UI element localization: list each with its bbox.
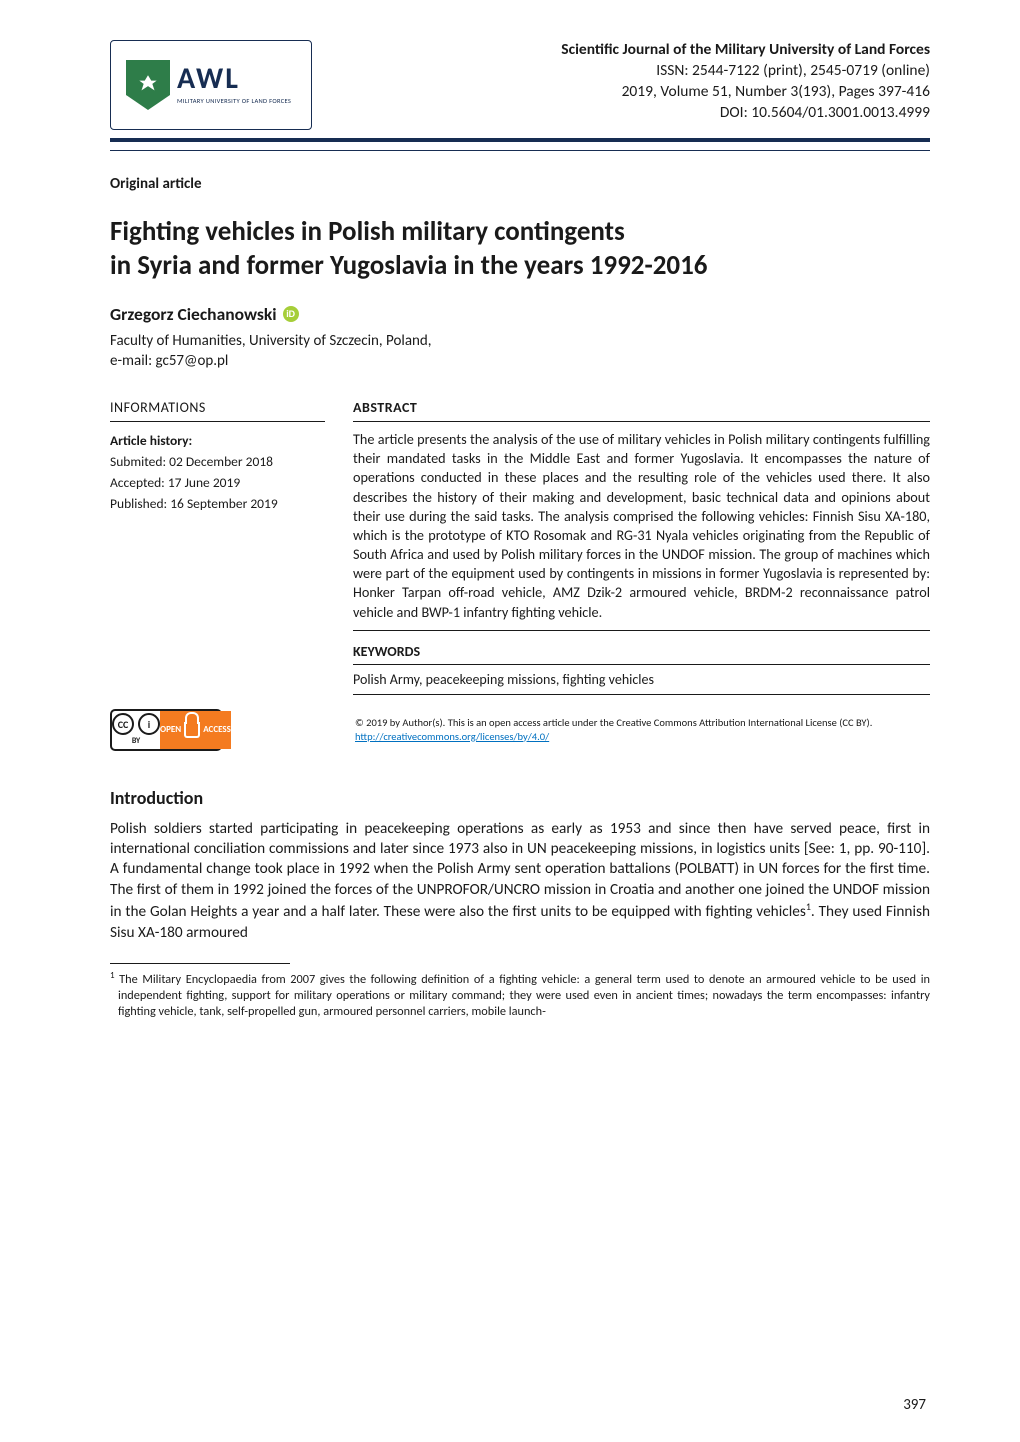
footnote-rule: [110, 963, 290, 964]
author-affiliation: Faculty of Humanities, University of Szc…: [110, 331, 930, 372]
article-history-head: Article history:: [110, 432, 325, 449]
informations-head: INFORMATIONS: [110, 399, 325, 421]
open-access-badge: OPEN ACCESS: [160, 711, 231, 749]
author-row: Grzegorz Ciechanowski iD: [110, 303, 930, 325]
eagle-icon: [135, 72, 161, 98]
author-name: Grzegorz Ciechanowski: [110, 303, 277, 325]
orcid-icon[interactable]: iD: [283, 306, 299, 322]
cc-by-open-access-badge: CC i BY OPEN ACCESS: [110, 709, 222, 751]
page: AWL MILITARY UNIVERSITY OF LAND FORCES S…: [0, 0, 1020, 1442]
cc-logo-icon: CC: [112, 713, 134, 735]
article-type: Original article: [110, 175, 930, 193]
article-title-line1: Fighting vehicles in Polish military con…: [110, 215, 625, 248]
abstract-column: ABSTRACT The article presents the analys…: [353, 399, 930, 695]
logo-subtitle: MILITARY UNIVERSITY OF LAND FORCES: [177, 97, 311, 105]
logo-shield: [119, 48, 177, 122]
affiliation-line1: Faculty of Humanities, University of Szc…: [110, 332, 432, 350]
journal-logo: AWL MILITARY UNIVERSITY OF LAND FORCES: [110, 40, 312, 130]
journal-doi: DOI: 10.5604/01.3001.0013.4999: [561, 103, 930, 124]
article-title: Fighting vehicles in Polish military con…: [110, 215, 930, 283]
section-head-introduction: Introduction: [110, 787, 930, 809]
intro-paragraph: Polish soldiers started participating in…: [110, 819, 930, 943]
cc-by-label: BY: [132, 736, 140, 746]
history-submitted: Submited: 02 December 2018: [110, 453, 325, 470]
page-number: 397: [903, 1396, 926, 1414]
cc-by-person-icon: i: [138, 713, 160, 735]
informations-column: INFORMATIONS Article history: Submited: …: [110, 399, 325, 512]
header-row: AWL MILITARY UNIVERSITY OF LAND FORCES S…: [110, 40, 930, 130]
license-text: © 2019 by Author(s). This is an open acc…: [355, 716, 930, 743]
license-row: CC i BY OPEN ACCESS © 2019 by Author(s).…: [110, 709, 930, 751]
footnote-1-text: The Military Encyclopaedia from 2007 giv…: [115, 972, 930, 1019]
open-access-lock-icon: [184, 722, 200, 738]
logo-acronym: AWL: [177, 64, 311, 94]
journal-issn: ISSN: 2544-7122 (print), 2545-0719 (onli…: [561, 61, 930, 82]
history-published: Published: 16 September 2019: [110, 495, 325, 512]
keywords-head: KEYWORDS: [353, 639, 930, 665]
info-abstract-block: INFORMATIONS Article history: Submited: …: [110, 399, 930, 695]
oa-access-label: ACCESS: [203, 724, 231, 735]
article-title-line2: in Syria and former Yugoslavia in the ye…: [110, 249, 707, 282]
affiliation-line2: e-mail: gc57@op.pl: [110, 352, 228, 370]
journal-info: Scientific Journal of the Military Unive…: [561, 40, 930, 124]
license-link[interactable]: http://creativecommons.org/licenses/by/4…: [355, 730, 549, 743]
journal-title: Scientific Journal of the Military Unive…: [561, 40, 930, 61]
logo-text: AWL MILITARY UNIVERSITY OF LAND FORCES: [177, 64, 311, 105]
oa-open-label: OPEN: [160, 724, 181, 735]
license-statement: © 2019 by Author(s). This is an open acc…: [355, 716, 872, 729]
footnote-1: 1 The Military Encyclopaedia from 2007 g…: [110, 970, 930, 1020]
journal-volume: 2019, Volume 51, Number 3(193), Pages 39…: [561, 82, 930, 103]
abstract-text: The article presents the analysis of the…: [353, 430, 930, 622]
keywords-line: Polish Army, peacekeeping missions, figh…: [353, 671, 930, 695]
header-thin-rule: [110, 150, 930, 151]
history-accepted: Accepted: 17 June 2019: [110, 474, 325, 491]
abstract-head: ABSTRACT: [353, 399, 930, 421]
